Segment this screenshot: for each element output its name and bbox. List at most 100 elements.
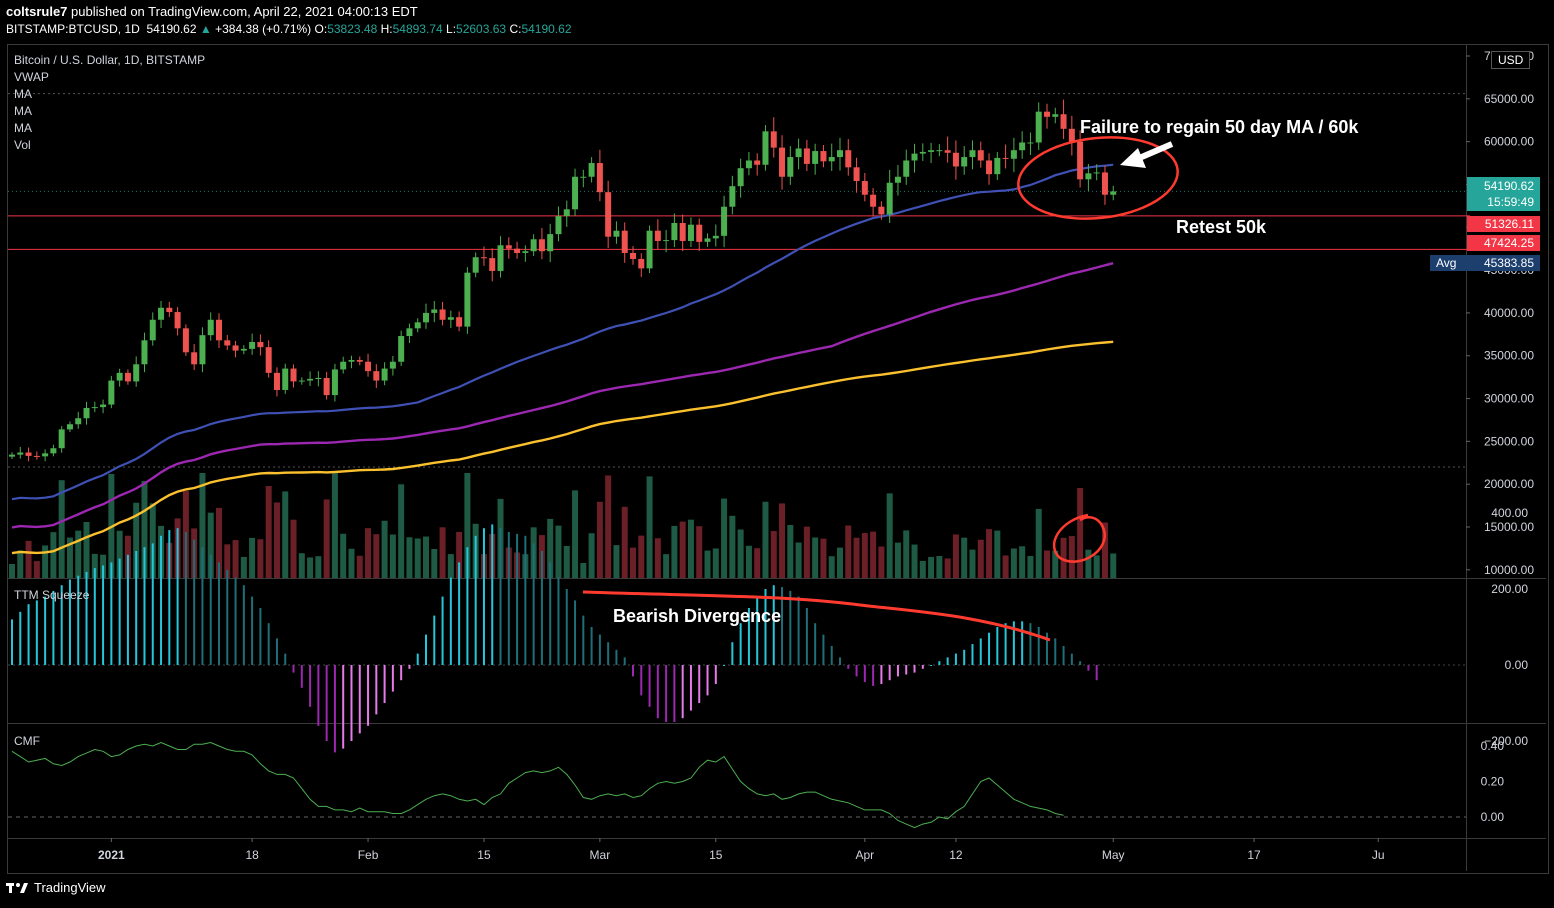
time-axis-label: May xyxy=(1102,848,1125,862)
ttm-bar xyxy=(706,665,709,696)
volume-bar xyxy=(315,556,322,578)
candle-body xyxy=(9,454,15,457)
volume-bar xyxy=(75,530,82,578)
ttm-bar xyxy=(830,646,833,665)
candle-body xyxy=(464,272,471,327)
candle-body xyxy=(166,307,173,313)
candle-body xyxy=(613,230,620,237)
avg-tag: Avg 45383.85 xyxy=(1430,255,1540,271)
ttm-bar xyxy=(234,577,237,665)
candle-body xyxy=(820,151,827,162)
footer-brand[interactable]: TradingView xyxy=(6,880,106,895)
candle-body xyxy=(389,361,396,369)
volume-bar xyxy=(307,557,314,578)
candle-body xyxy=(348,360,355,362)
candle-body xyxy=(596,163,603,193)
volume-bar xyxy=(1110,553,1117,578)
candle-body xyxy=(878,206,885,215)
volume-bar xyxy=(389,534,396,578)
volume-bar xyxy=(646,476,653,578)
volume-bar xyxy=(721,498,728,578)
volume-bar xyxy=(9,564,15,578)
volume-bar xyxy=(961,537,968,578)
candle-body xyxy=(712,235,719,239)
annotation-divergence-line xyxy=(582,590,1051,642)
ttm-bar xyxy=(524,535,527,665)
ttm-bar xyxy=(516,533,519,665)
candle-body xyxy=(42,453,49,457)
volume-bar xyxy=(1101,522,1108,578)
candle-body xyxy=(91,407,98,409)
ttm-bar xyxy=(68,579,71,665)
time-axis-label: 15 xyxy=(477,848,491,862)
ttm-bar xyxy=(540,551,543,665)
volume-bar xyxy=(770,531,777,578)
time-axis-label: 17 xyxy=(1247,848,1261,862)
cmf-axis-label: 0.00 xyxy=(1481,810,1505,824)
ttm-bar xyxy=(60,585,63,665)
ttm-bar xyxy=(673,665,676,722)
legend-volume: Vol xyxy=(14,138,31,152)
candle-body xyxy=(100,404,107,408)
ma-100-line xyxy=(11,262,1114,529)
symbol-label: BITSTAMP:BTCUSD, 1D xyxy=(6,22,140,36)
candle-body xyxy=(721,206,728,236)
volume-bar xyxy=(199,473,206,578)
candle-body xyxy=(754,160,761,165)
ttm-bar xyxy=(565,589,568,665)
candle-body xyxy=(1027,142,1034,144)
candle-body xyxy=(977,150,984,161)
candle-body xyxy=(1019,142,1026,151)
candle-body xyxy=(17,452,24,455)
volume-bar xyxy=(282,491,289,578)
legend-ma-50: MA xyxy=(14,87,32,101)
volume-bar xyxy=(298,553,305,578)
ttm-bar xyxy=(11,619,13,665)
ttm-bar xyxy=(93,568,96,665)
ma-50-line xyxy=(11,163,1114,501)
volume-bar xyxy=(133,502,140,578)
volume-bar xyxy=(754,548,761,578)
candle-body xyxy=(654,230,661,241)
volume-bar xyxy=(903,530,910,578)
candle-body xyxy=(928,150,935,152)
tradingview-logo-icon xyxy=(6,882,28,893)
ttm-bar xyxy=(193,539,196,665)
ttm-bar xyxy=(888,665,891,681)
ttm-bar xyxy=(184,532,187,665)
volume-bar xyxy=(795,542,802,578)
published-text: published on TradingView.com, April 22, … xyxy=(71,4,418,19)
ttm-bar xyxy=(259,608,262,665)
legend-ma-200: MA xyxy=(14,121,32,135)
volume-bar xyxy=(290,519,297,578)
ttm-bar xyxy=(805,608,808,665)
candle-body xyxy=(207,319,214,336)
ttm-bar xyxy=(458,562,461,665)
ttm-bar xyxy=(640,665,643,696)
candle-body xyxy=(224,340,231,346)
candle-body xyxy=(861,181,868,195)
candle-body xyxy=(580,176,587,178)
volume-bar xyxy=(845,525,852,578)
ttm-bar xyxy=(466,547,469,665)
candle-body xyxy=(572,176,579,210)
volume-bar xyxy=(596,501,603,578)
volume-bar xyxy=(323,499,330,578)
candle-body xyxy=(273,372,280,390)
candle-body xyxy=(398,336,405,362)
candle-body xyxy=(265,347,272,373)
ttm-bar xyxy=(1079,661,1082,665)
ttm-axis-label: 200.00 xyxy=(1491,582,1528,596)
ttm-bar xyxy=(764,589,767,665)
ttm-bar xyxy=(863,665,866,683)
ttm-bar xyxy=(1062,646,1065,665)
volume-bar xyxy=(630,547,636,578)
candle-body xyxy=(853,167,860,182)
candle-body xyxy=(671,222,678,241)
candle-body xyxy=(1002,157,1009,159)
candle-body xyxy=(480,257,487,259)
ttm-bar xyxy=(1021,621,1024,665)
currency-button[interactable]: USD xyxy=(1491,51,1531,69)
cmf-axis-label: 0.20 xyxy=(1481,775,1505,789)
